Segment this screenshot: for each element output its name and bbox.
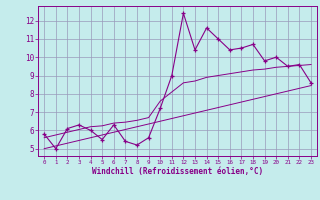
X-axis label: Windchill (Refroidissement éolien,°C): Windchill (Refroidissement éolien,°C) bbox=[92, 167, 263, 176]
